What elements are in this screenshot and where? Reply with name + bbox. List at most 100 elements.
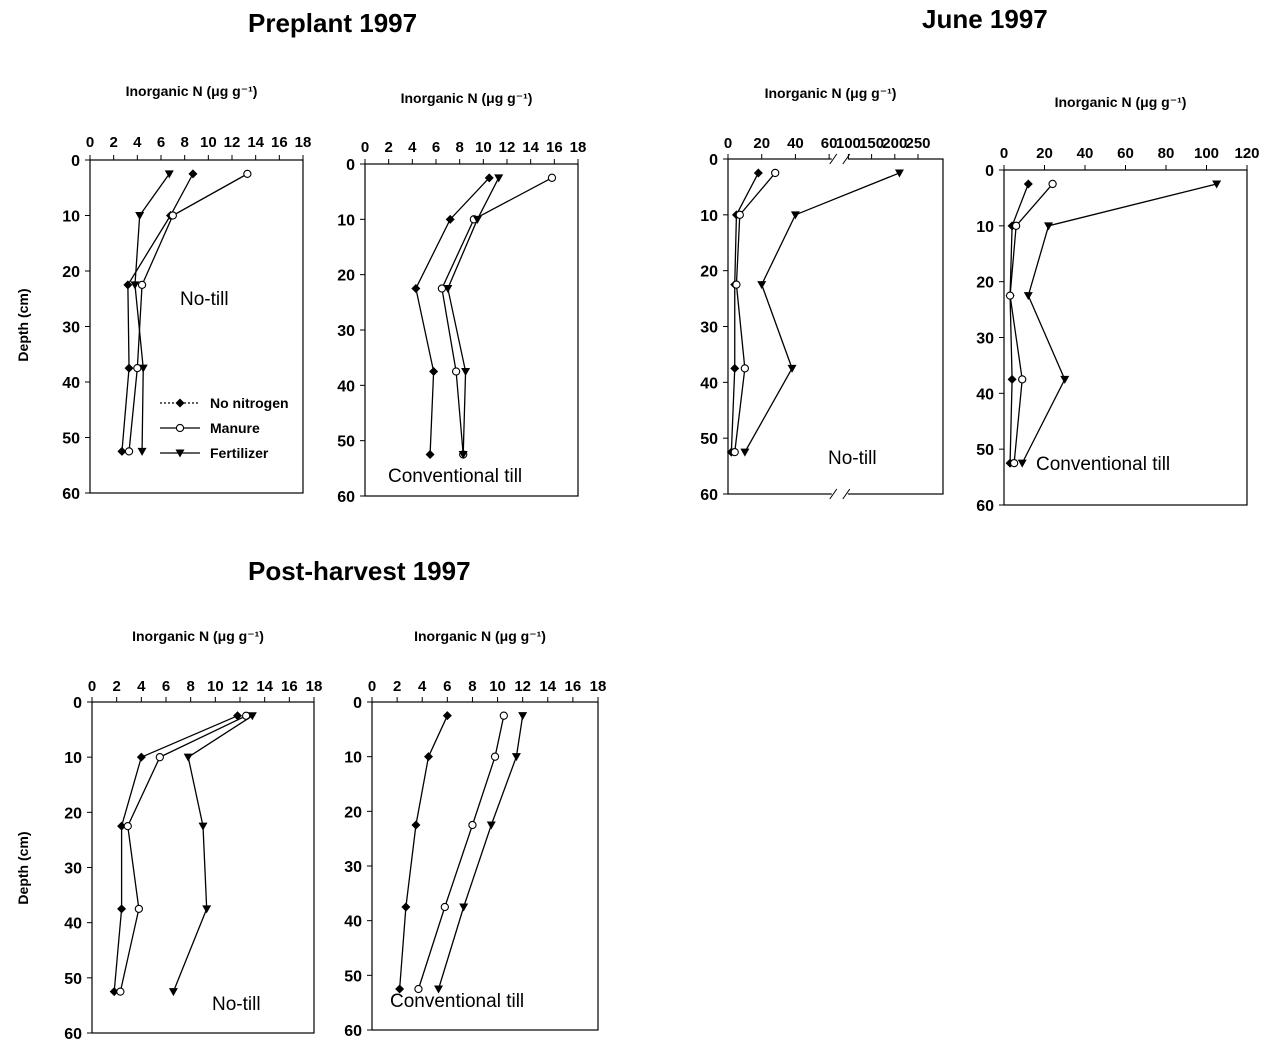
data-point-fertilizer (138, 364, 148, 373)
axis-break-mark (842, 488, 851, 500)
data-point-no-nitrogen (445, 214, 455, 224)
axis-break-mark (829, 488, 838, 500)
plot-frame (364, 163, 579, 497)
legend-marker (175, 449, 185, 458)
axis-break-gap (831, 153, 848, 165)
y-tick-label: 40 (344, 914, 362, 931)
x-tick-label: 12 (224, 134, 241, 151)
x-axis-label: Inorganic N (μg g⁻¹) (401, 90, 533, 106)
legend-marker (175, 398, 185, 408)
x-tick-label: 18 (295, 134, 312, 151)
x-axis-label: Inorganic N (μg g⁻¹) (765, 85, 897, 101)
y-tick-label: 50 (62, 431, 80, 448)
x-axis-label: Inorganic N (μg g⁻¹) (1055, 94, 1187, 110)
panel-label: Conventional till (390, 991, 524, 1012)
data-point-fertilizer (1060, 375, 1070, 384)
panel-label: Conventional till (388, 466, 522, 487)
y-tick-label: 30 (344, 859, 362, 876)
data-point-no-nitrogen (401, 902, 411, 912)
post-harvest-title: Post-harvest 1997 (248, 556, 471, 586)
x-tick-label: 16 (565, 678, 582, 695)
x-tick-label: 100 (836, 135, 861, 152)
x-tick-label: 150 (859, 135, 884, 152)
data-point-fertilizer (130, 281, 140, 290)
y-tick-label: 40 (62, 375, 80, 392)
data-point-fertilizer (137, 447, 147, 456)
data-point-fertilizer (1017, 459, 1027, 468)
data-point-fertilizer (458, 451, 468, 459)
data-point-fertilizer (183, 753, 193, 762)
data-point-no-nitrogen (136, 752, 146, 762)
preplant-title: Preplant 1997 (248, 8, 418, 38)
data-point-no-nitrogen (123, 280, 133, 290)
panel-label: No-till (180, 289, 229, 310)
x-tick-label: 40 (1077, 145, 1094, 162)
data-point-fertilizer (894, 169, 904, 178)
y-tick-label: 60 (337, 489, 355, 506)
series-line-manure (441, 177, 553, 455)
data-point-manure (547, 173, 557, 182)
x-tick-label: 12 (514, 678, 531, 695)
x-tick-label: 16 (271, 134, 288, 151)
x-tick-label: 2 (393, 678, 401, 695)
x-tick-label: 6 (162, 678, 170, 695)
x-tick-label: 250 (905, 135, 930, 152)
data-point-manure (499, 711, 508, 720)
x-axis-label: Inorganic N (μg g⁻¹) (126, 83, 258, 99)
x-tick-label: 14 (522, 139, 539, 156)
data-point-fertilizer (740, 448, 750, 457)
y-tick-label: 60 (62, 486, 80, 503)
data-point-fertilizer (198, 822, 208, 831)
data-point-manure (1018, 375, 1027, 384)
data-point-manure (490, 752, 500, 761)
x-tick-label: 200 (882, 135, 907, 152)
data-point-no-nitrogen (424, 752, 433, 762)
x-tick-label: 6 (443, 678, 451, 695)
y-tick-label: 10 (976, 219, 994, 236)
data-point-no-nitrogen (753, 168, 763, 178)
data-point-fertilizer (757, 281, 767, 290)
data-point-manure (1048, 179, 1057, 189)
data-point-no-nitrogen (117, 904, 127, 914)
y-tick-label: 40 (64, 916, 82, 933)
plot-frame (89, 159, 304, 494)
data-point-fertilizer (790, 211, 800, 220)
data-point-no-nitrogen (395, 984, 405, 994)
y-tick-label: 10 (337, 212, 355, 229)
panel-3: 0 20 40 60 80 100 120 0 10 20 30 40 50 60 Inorganic N … (976, 94, 1259, 515)
x-tick-label: 4 (137, 678, 146, 695)
data-point-manure (134, 904, 144, 914)
x-tick-label: 0 (88, 678, 96, 695)
data-point-fertilizer (1023, 292, 1033, 301)
data-point-manure (732, 280, 741, 289)
y-tick-label: 0 (709, 152, 718, 169)
y-tick-label: 50 (344, 968, 362, 985)
x-tick-label: 16 (281, 678, 298, 695)
y-tick-label: 20 (337, 268, 355, 285)
y-tick-label: 60 (700, 487, 718, 504)
panel-label: No-till (828, 448, 877, 469)
data-point-fertilizer (494, 174, 504, 183)
x-tick-label: 16 (546, 139, 563, 156)
y-tick-label: 20 (344, 804, 362, 821)
x-tick-label: 14 (247, 134, 264, 151)
data-point-no-nitrogen (117, 446, 127, 456)
x-tick-label: 4 (133, 134, 142, 151)
x-tick-label: 80 (1158, 145, 1175, 162)
y-tick-label: 0 (73, 695, 82, 712)
data-point-manure (414, 984, 423, 994)
y-tick-label: 20 (700, 264, 718, 281)
data-point-fertilizer (202, 905, 212, 914)
x-tick-label: 2 (112, 678, 120, 695)
x-tick-label: 12 (499, 139, 516, 156)
x-tick-label: 14 (539, 678, 556, 695)
y-tick-label: 0 (71, 153, 80, 170)
data-point-no-nitrogen (124, 363, 134, 373)
y-tick-label: 40 (337, 378, 355, 395)
y-tick-label: 0 (353, 695, 362, 712)
plot-frame (91, 701, 315, 1034)
x-tick-label: 2 (384, 139, 392, 156)
